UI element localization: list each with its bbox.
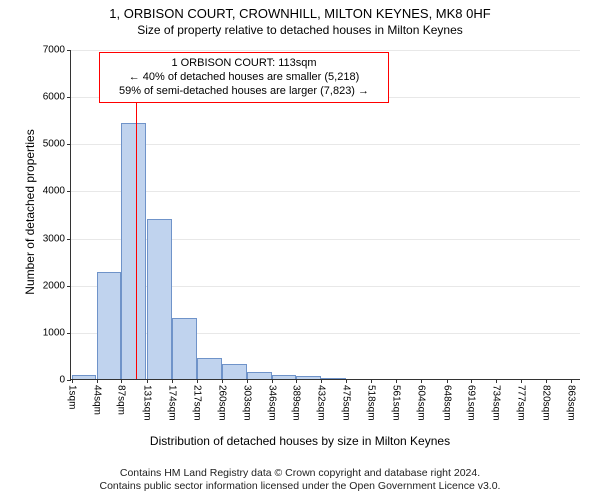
xtick-label: 561sqm [391,385,402,421]
histogram-bar [272,375,297,379]
marker-line [136,91,137,379]
histogram-bar [72,375,97,379]
xtick-mark [97,379,98,383]
ytick-label: 6000 [43,92,71,103]
xtick-label: 131sqm [141,385,152,421]
footer-line2: Contains public sector information licen… [8,480,592,494]
annotation-box: 1 ORBISON COURT: 113sqm ← 40% of detache… [99,52,389,103]
xtick-label: 87sqm [116,385,127,415]
xtick-mark [447,379,448,383]
xtick-label: 174sqm [166,385,177,421]
ytick-label: 2000 [43,280,71,291]
xtick-label: 217sqm [191,385,202,421]
xtick-mark [321,379,322,383]
chart-title: 1, ORBISON COURT, CROWNHILL, MILTON KEYN… [0,0,600,21]
histogram-bar [247,372,272,379]
xtick-mark [121,379,122,383]
gridline [71,144,580,145]
xtick-label: 863sqm [566,385,577,421]
histogram-bar [321,378,346,379]
footer: Contains HM Land Registry data © Crown c… [0,463,600,500]
xtick-mark [296,379,297,383]
ytick-label: 5000 [43,139,71,150]
xtick-label: 475sqm [341,385,352,421]
xtick-mark [72,379,73,383]
xtick-label: 691sqm [466,385,477,421]
histogram-bar [222,364,247,379]
histogram-bar [121,123,146,379]
annotation-line2: ← 40% of detached houses are smaller (5,… [108,71,380,85]
histogram-bar [296,376,321,379]
annotation-line3: 59% of semi-detached houses are larger (… [108,85,380,99]
xtick-label: 346sqm [266,385,277,421]
ytick-label: 1000 [43,327,71,338]
xtick-label: 260sqm [216,385,227,421]
y-axis-label: Number of detached properties [23,112,37,312]
xtick-mark [421,379,422,383]
xtick-mark [471,379,472,383]
histogram-bar [197,358,222,379]
xtick-mark [197,379,198,383]
xtick-mark [546,379,547,383]
xtick-mark [571,379,572,383]
xtick-mark [172,379,173,383]
ytick-label: 7000 [43,45,71,56]
xtick-label: 1sqm [66,385,77,409]
xtick-mark [396,379,397,383]
gridline [71,50,580,51]
xtick-mark [247,379,248,383]
ytick-label: 0 [59,375,71,386]
xtick-label: 734sqm [491,385,502,421]
xtick-mark [371,379,372,383]
histogram-bar [172,318,197,379]
xtick-label: 389sqm [291,385,302,421]
histogram-bar [97,272,122,379]
xtick-mark [346,379,347,383]
ytick-label: 3000 [43,233,71,244]
xtick-label: 777sqm [516,385,527,421]
annotation-line1: 1 ORBISON COURT: 113sqm [108,57,380,71]
xtick-label: 518sqm [366,385,377,421]
xtick-label: 44sqm [91,385,102,415]
xtick-mark [222,379,223,383]
xtick-mark [521,379,522,383]
gridline [71,191,580,192]
xtick-mark [147,379,148,383]
xtick-label: 648sqm [441,385,452,421]
histogram-bar [147,219,172,379]
xtick-label: 604sqm [416,385,427,421]
ytick-label: 4000 [43,186,71,197]
xtick-label: 303sqm [241,385,252,421]
chart-subtitle: Size of property relative to detached ho… [0,21,600,37]
xtick-mark [272,379,273,383]
xtick-label: 820sqm [541,385,552,421]
xtick-mark [496,379,497,383]
footer-line1: Contains HM Land Registry data © Crown c… [8,467,592,481]
x-axis-label: Distribution of detached houses by size … [0,434,600,448]
xtick-label: 432sqm [316,385,327,421]
